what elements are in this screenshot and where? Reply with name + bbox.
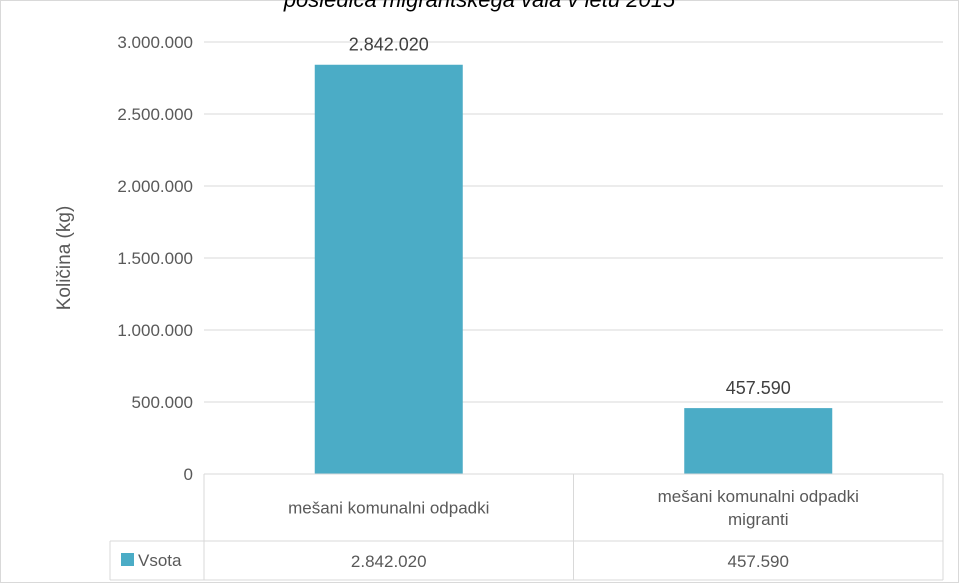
chart-title: posledica migrantskega vala v letu 2015 bbox=[0, 0, 959, 13]
category-label: mešani komunalni odpadki bbox=[658, 487, 859, 506]
y-tick-label: 0 bbox=[184, 465, 193, 484]
y-tick-label: 3.000.000 bbox=[117, 33, 193, 52]
y-tick-label: 2.500.000 bbox=[117, 105, 193, 124]
y-tick-label: 1.000.000 bbox=[117, 321, 193, 340]
y-tick-label: 1.500.000 bbox=[117, 249, 193, 268]
legend-label: Vsota bbox=[138, 551, 182, 570]
y-tick-label: 2.000.000 bbox=[117, 177, 193, 196]
table-value: 2.842.020 bbox=[351, 552, 427, 571]
y-axis-title: Količina (kg) bbox=[54, 206, 75, 311]
category-label: mešani komunalni odpadki bbox=[288, 499, 489, 518]
data-label: 457.590 bbox=[726, 378, 791, 398]
data-label: 2.842.020 bbox=[349, 35, 429, 55]
category-label: migranti bbox=[728, 510, 788, 529]
bar bbox=[314, 64, 463, 475]
legend-swatch bbox=[121, 553, 134, 566]
bar bbox=[684, 408, 833, 474]
table-value: 457.590 bbox=[728, 552, 789, 571]
y-tick-label: 500.000 bbox=[132, 393, 193, 412]
